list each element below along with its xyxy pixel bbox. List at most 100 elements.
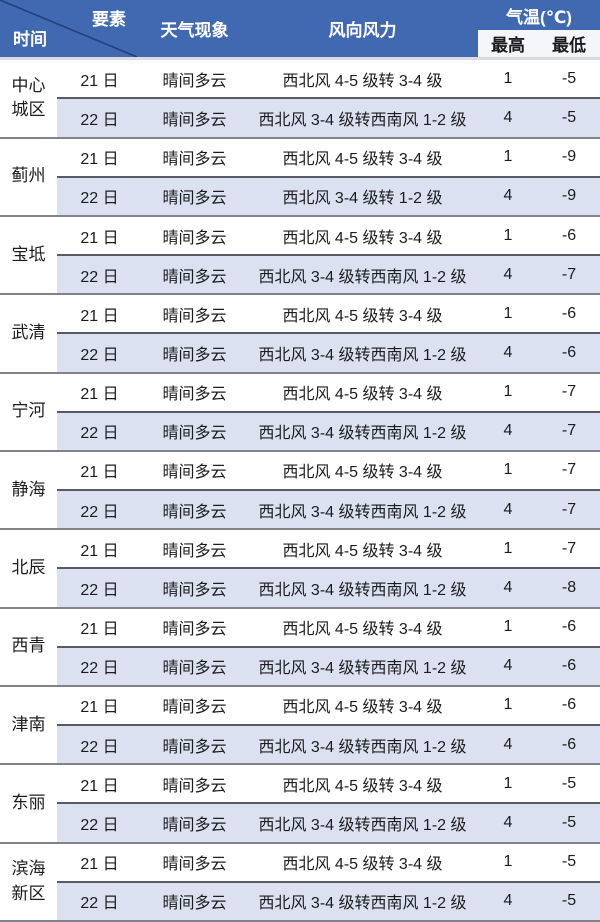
date-cell: 22 日 (57, 98, 142, 138)
weather-cell: 晴间多云 (142, 764, 247, 805)
low-temp-cell: -7 (538, 450, 600, 492)
weather-cell: 晴间多云 (142, 58, 247, 100)
date-cell: 22 日 (57, 646, 142, 686)
forecast-row: 22 日 晴间多云 西北风 3-4 级转西南风 1-2 级 4 -6 (0, 333, 600, 373)
region-cell: 西青 (0, 607, 57, 686)
region-name: 东丽 (11, 793, 46, 813)
date-cell: 21 日 (57, 215, 142, 257)
region-group-central: 中心城区 21 日 晴间多云 西北风 4-5 级转 3-4 级 1 -5 22 … (0, 58, 600, 138)
wind-cell: 西北风 3-4 级转西南风 1-2 级 (247, 725, 478, 765)
high-temp-cell: 1 (478, 685, 538, 727)
low-temp-cell: -7 (538, 411, 600, 451)
region-cell: 宝坻 (0, 215, 57, 295)
region-group-binhai: 滨海新区 21 日 晴间多云 西北风 4-5 级转 3-4 级 1 -5 22 … (0, 842, 600, 921)
region-group-jizhou: 蓟州 21 日 晴间多云 西北风 4-5 级转 3-4 级 1 -9 22 日 … (0, 137, 600, 216)
low-temp-cell: -7 (538, 372, 600, 413)
date-cell: 22 日 (57, 255, 142, 295)
date-cell: 21 日 (57, 294, 142, 335)
date-cell: 21 日 (57, 450, 142, 492)
wind-cell: 西北风 3-4 级转西南风 1-2 级 (247, 98, 478, 138)
wind-cell: 西北风 3-4 级转西南风 1-2 级 (247, 568, 478, 608)
date-cell: 21 日 (57, 842, 142, 883)
wind-column-header: 风向风力 (247, 0, 478, 59)
high-temp-cell: 4 (478, 881, 538, 921)
high-temp-cell: 4 (478, 568, 538, 608)
corner-element-label: 要素 (92, 10, 126, 29)
date-cell: 21 日 (57, 58, 142, 100)
high-temp-cell: 1 (478, 529, 538, 570)
region-cell: 武清 (0, 294, 57, 373)
high-temp-cell: 1 (478, 137, 538, 178)
low-temp-cell: -5 (538, 881, 600, 921)
weather-cell: 晴间多云 (142, 255, 247, 295)
wind-cell: 西北风 4-5 级转 3-4 级 (247, 294, 478, 335)
forecast-row: 22 日 晴间多云 西北风 3-4 级转西南风 1-2 级 4 -7 (0, 255, 600, 295)
low-temp-cell: -5 (538, 98, 600, 138)
weather-cell: 晴间多云 (142, 372, 247, 413)
weather-cell: 晴间多云 (142, 294, 247, 335)
forecast-row: 22 日 晴间多云 西北风 3-4 级转西南风 1-2 级 4 -5 (0, 98, 600, 138)
wind-cell: 西北风 4-5 级转 3-4 级 (247, 842, 478, 883)
weather-cell: 晴间多云 (142, 450, 247, 492)
low-temp-cell: -7 (538, 255, 600, 295)
low-temp-cell: -5 (538, 58, 600, 100)
forecast-row: 22 日 晴间多云 西北风 3-4 级转西南风 1-2 级 4 -6 (0, 646, 600, 686)
region-group-beichen: 北辰 21 日 晴间多云 西北风 4-5 级转 3-4 级 1 -7 22 日 … (0, 529, 600, 608)
region-group-jinghai: 静海 21 日 晴间多云 西北风 4-5 级转 3-4 级 1 -7 22 日 … (0, 450, 600, 530)
weather-cell: 晴间多云 (142, 333, 247, 373)
wind-cell: 西北风 3-4 级转西南风 1-2 级 (247, 490, 478, 530)
low-temp-cell: -8 (538, 568, 600, 608)
low-temp-cell: -6 (538, 215, 600, 257)
forecast-row: 东丽 21 日 晴间多云 西北风 4-5 级转 3-4 级 1 -5 (0, 764, 600, 843)
low-temp-cell: -5 (538, 842, 600, 883)
low-temp-cell: -7 (538, 529, 600, 570)
low-temp-cell: -6 (538, 646, 600, 686)
high-temp-cell: 1 (478, 764, 538, 805)
low-temp-cell: -7 (538, 490, 600, 530)
date-cell: 21 日 (57, 372, 142, 413)
high-temp-cell: 1 (478, 607, 538, 648)
region-cell: 静海 (0, 450, 57, 530)
region-cell: 中心城区 (0, 58, 57, 138)
corner-time-label: 时间 (13, 30, 47, 49)
region-cell: 东丽 (0, 764, 57, 843)
weather-cell: 晴间多云 (142, 411, 247, 451)
region-name: 北辰 (11, 558, 46, 578)
diagonal-divider (0, 0, 138, 57)
forecast-row: 22 日 晴间多云 西北风 3-4 级转西南风 1-2 级 4 -8 (0, 568, 600, 608)
date-cell: 21 日 (57, 607, 142, 648)
weather-cell: 晴间多云 (142, 568, 247, 608)
high-temp-header: 最高 (478, 30, 538, 59)
low-temp-cell: -6 (538, 333, 600, 373)
weather-cell: 晴间多云 (142, 176, 247, 216)
low-temp-cell: -5 (538, 803, 600, 843)
date-cell: 22 日 (57, 333, 142, 373)
date-cell: 22 日 (57, 881, 142, 921)
weather-cell: 晴间多云 (142, 98, 247, 138)
forecast-row: 22 日 晴间多云 西北风 3-4 级转西南风 1-2 级 4 -6 (0, 725, 600, 765)
date-cell: 22 日 (57, 490, 142, 530)
date-cell: 21 日 (57, 685, 142, 727)
region-group-xiqing: 西青 21 日 晴间多云 西北风 4-5 级转 3-4 级 1 -6 22 日 … (0, 607, 600, 686)
weather-cell: 晴间多云 (142, 803, 247, 843)
region-name: 蓟州 (11, 166, 46, 186)
temperature-header: 气温(℃) (478, 0, 600, 30)
high-temp-cell: 1 (478, 842, 538, 883)
forecast-row: 中心城区 21 日 晴间多云 西北风 4-5 级转 3-4 级 1 -5 (0, 58, 600, 138)
wind-cell: 西北风 4-5 级转 3-4 级 (247, 58, 478, 100)
region-cell: 滨海新区 (0, 842, 57, 921)
date-cell: 22 日 (57, 411, 142, 451)
forecast-row: 蓟州 21 日 晴间多云 西北风 4-5 级转 3-4 级 1 -9 (0, 137, 600, 216)
region-name: 中心城区 (11, 75, 46, 120)
high-temp-cell: 1 (478, 372, 538, 413)
wind-cell: 西北风 4-5 级转 3-4 级 (247, 529, 478, 570)
weather-cell: 晴间多云 (142, 215, 247, 257)
high-temp-cell: 4 (478, 646, 538, 686)
low-temp-cell: -9 (538, 176, 600, 216)
high-temp-cell: 4 (478, 411, 538, 451)
wind-cell: 西北风 3-4 级转西南风 1-2 级 (247, 411, 478, 451)
wind-cell: 西北风 4-5 级转 3-4 级 (247, 764, 478, 805)
date-cell: 22 日 (57, 568, 142, 608)
region-name: 津南 (11, 714, 46, 734)
